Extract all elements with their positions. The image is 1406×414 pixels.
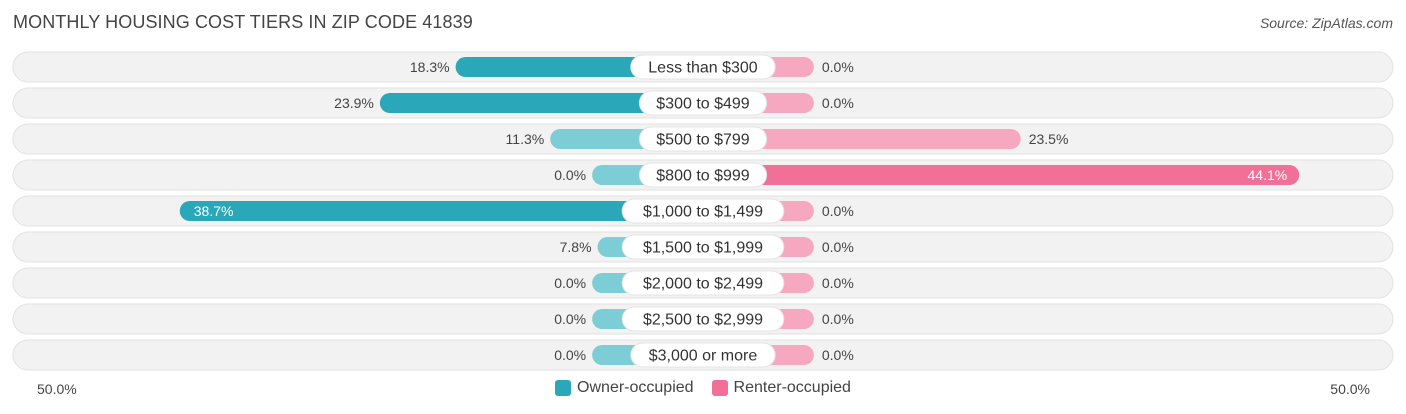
- renter-bar: [693, 165, 1300, 185]
- owner-value-label: 38.7%: [194, 203, 234, 219]
- category-label: $1,500 to $1,999: [643, 240, 763, 257]
- category-pill: [621, 306, 785, 332]
- chart-plot: 18.3% 0.0% Less than $300 23.9% 0.0% $300 to …: [12, 51, 1394, 371]
- axis-right-label: 50.0%: [1330, 381, 1370, 397]
- category-pill: [638, 126, 768, 152]
- category-pill: [621, 270, 785, 296]
- legend-owner-label: Owner-occupied: [577, 379, 694, 396]
- axis-left-label: 50.0%: [37, 381, 77, 397]
- category-pill: [638, 90, 768, 116]
- owner-value-label: 0.0%: [554, 275, 586, 291]
- legend-renter: Renter-occupied: [711, 379, 851, 397]
- legend-owner-swatch: [555, 380, 572, 396]
- owner-value-label: 11.3%: [506, 131, 545, 147]
- category-label: $3,000 or more: [649, 348, 758, 365]
- category-label: $300 to $499: [656, 96, 750, 113]
- category-label: $500 to $799: [656, 132, 750, 149]
- owner-value-label: 23.9%: [334, 95, 374, 111]
- renter-bar: [693, 129, 1021, 149]
- renter-value-label: 0.0%: [822, 275, 854, 291]
- renter-value-label: 0.0%: [822, 95, 854, 111]
- legend-renter-swatch: [711, 380, 728, 396]
- owner-value-label: 18.3%: [410, 59, 450, 75]
- category-pill: [621, 234, 785, 260]
- category-label: $2,000 to $2,499: [643, 276, 763, 293]
- renter-value-label: 23.5%: [1029, 131, 1069, 147]
- category-pill: [638, 162, 768, 188]
- owner-bar: [379, 93, 713, 113]
- category-label: Less than $300: [648, 60, 758, 77]
- renter-value-label: 0.0%: [822, 59, 854, 75]
- legend: Owner-occupied Renter-occupied: [0, 379, 1406, 397]
- renter-value-label: 0.0%: [822, 203, 854, 219]
- chart-source: Source: ZipAtlas.com: [1259, 15, 1393, 31]
- category-pill: [630, 54, 776, 80]
- owner-value-label: 0.0%: [554, 311, 586, 327]
- owner-value-label: 0.0%: [554, 347, 586, 363]
- renter-value-label: 0.0%: [822, 347, 854, 363]
- renter-value-label: 0.0%: [822, 239, 854, 255]
- renter-value-label: 44.1%: [1248, 167, 1288, 183]
- category-label: $800 to $999: [656, 168, 750, 185]
- category-label: $1,000 to $1,499: [643, 204, 763, 221]
- chart-title: MONTHLY HOUSING COST TIERS IN ZIP CODE 4…: [13, 12, 473, 32]
- legend-renter-label: Renter-occupied: [733, 379, 851, 396]
- category-pill: [621, 198, 785, 224]
- category-pill: [630, 342, 776, 368]
- owner-bar: [179, 201, 713, 221]
- owner-value-label: 0.0%: [554, 167, 586, 183]
- renter-value-label: 0.0%: [822, 311, 854, 327]
- owner-value-label: 7.8%: [560, 239, 592, 255]
- category-label: $2,500 to $2,999: [643, 312, 763, 329]
- legend-owner: Owner-occupied: [555, 379, 694, 397]
